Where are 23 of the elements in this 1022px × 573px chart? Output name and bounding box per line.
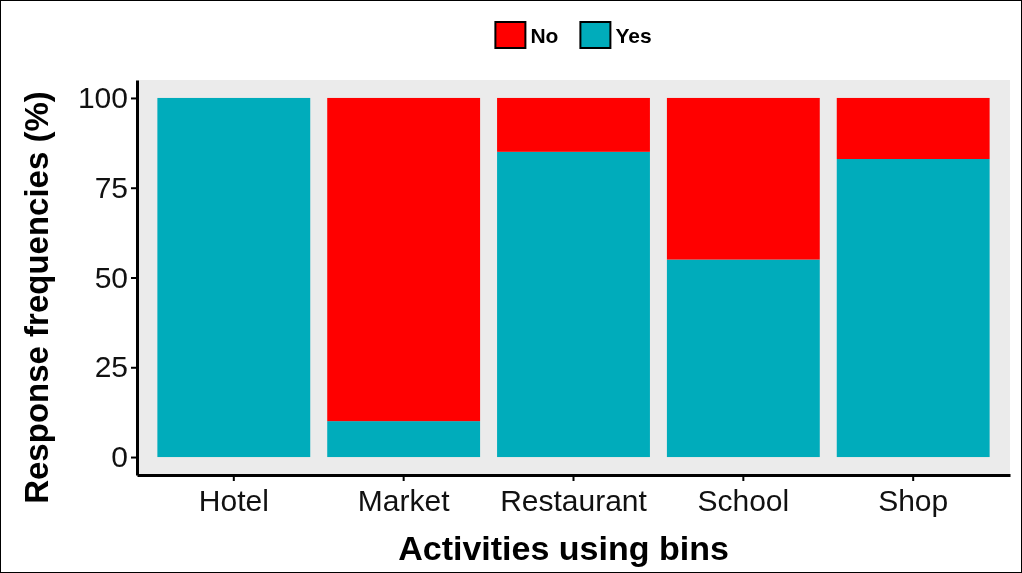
bar (836, 159, 990, 458)
x-tick-label: Hotel (198, 484, 269, 517)
bar (327, 421, 481, 458)
legend-label: No (530, 24, 559, 47)
y-tick-label: 100 (77, 81, 128, 115)
y-tick-label: 50 (94, 260, 128, 294)
y-tick-label: 75 (94, 170, 128, 204)
x-tick-label: School (697, 484, 790, 517)
y-tick-label: 0 (111, 440, 128, 474)
bar (157, 97, 311, 458)
bar (836, 97, 990, 159)
bar (497, 151, 650, 458)
y-tick-label: 25 (94, 350, 128, 384)
x-tick-label: Restaurant (500, 484, 648, 517)
x-axis-title: Activities using bins (398, 529, 729, 567)
bar (327, 97, 481, 422)
y-axis-title: Response frequencies (%) (18, 91, 55, 504)
legend-label: Yes (615, 24, 652, 47)
bar (666, 97, 820, 260)
x-tick-label: Market (357, 484, 451, 517)
bar (666, 259, 820, 458)
bar (497, 97, 650, 152)
x-tick-label: Shop (878, 484, 949, 517)
